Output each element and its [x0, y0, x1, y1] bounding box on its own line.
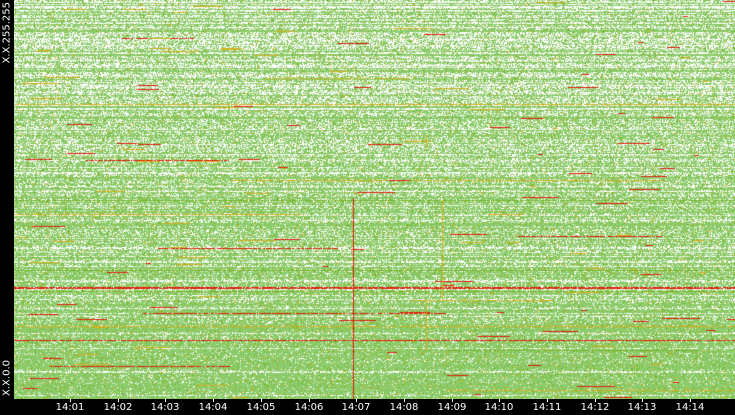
x-axis-tick-label: 14:07 — [341, 402, 371, 413]
x-axis-tick — [499, 399, 500, 402]
y-axis-bottom-label: X.X.0.0 — [1, 360, 13, 396]
x-axis-tick — [165, 399, 166, 402]
x-axis-tick-label: 14:06 — [294, 402, 324, 413]
x-axis-tick — [213, 399, 214, 402]
x-axis-tick — [309, 399, 310, 402]
x-axis-tick — [690, 399, 691, 402]
x-axis-tick — [595, 399, 596, 402]
x-axis-tick — [547, 399, 548, 402]
x-axis-tick-label: 14:02 — [103, 402, 133, 413]
x-axis: 14:01 14:02 14:03 14:04 14:05 14:06 14:07 14:08… — [14, 399, 735, 415]
x-axis-tick-label: 14:11 — [532, 402, 562, 413]
heatmap-plot[interactable] — [14, 0, 735, 399]
x-axis-tick — [452, 399, 453, 402]
x-axis-tick-label: 14:04 — [198, 402, 228, 413]
x-axis-tick — [261, 399, 262, 402]
x-axis-tick — [356, 399, 357, 402]
x-axis-tick — [70, 399, 71, 402]
x-axis-tick-label: 14:08 — [389, 402, 419, 413]
y-axis-top-label: X.X.255.255 — [1, 2, 13, 64]
x-axis-tick-label: 14:03 — [150, 402, 180, 413]
x-axis-tick — [118, 399, 119, 402]
x-axis-tick-label: 14:01 — [55, 402, 85, 413]
y-axis: X.X.255.255 X.X.0.0 — [0, 0, 14, 399]
x-axis-tick-label: 14:09 — [437, 402, 467, 413]
x-axis-tick — [404, 399, 405, 402]
x-axis-tick-label: 14:14 — [675, 402, 705, 413]
x-axis-tick-label: 14:13 — [627, 402, 657, 413]
x-axis-tick-label: 14:12 — [580, 402, 610, 413]
x-axis-tick-label: 14:05 — [246, 402, 276, 413]
x-axis-tick — [642, 399, 643, 402]
x-axis-tick-label: 14:10 — [484, 402, 514, 413]
